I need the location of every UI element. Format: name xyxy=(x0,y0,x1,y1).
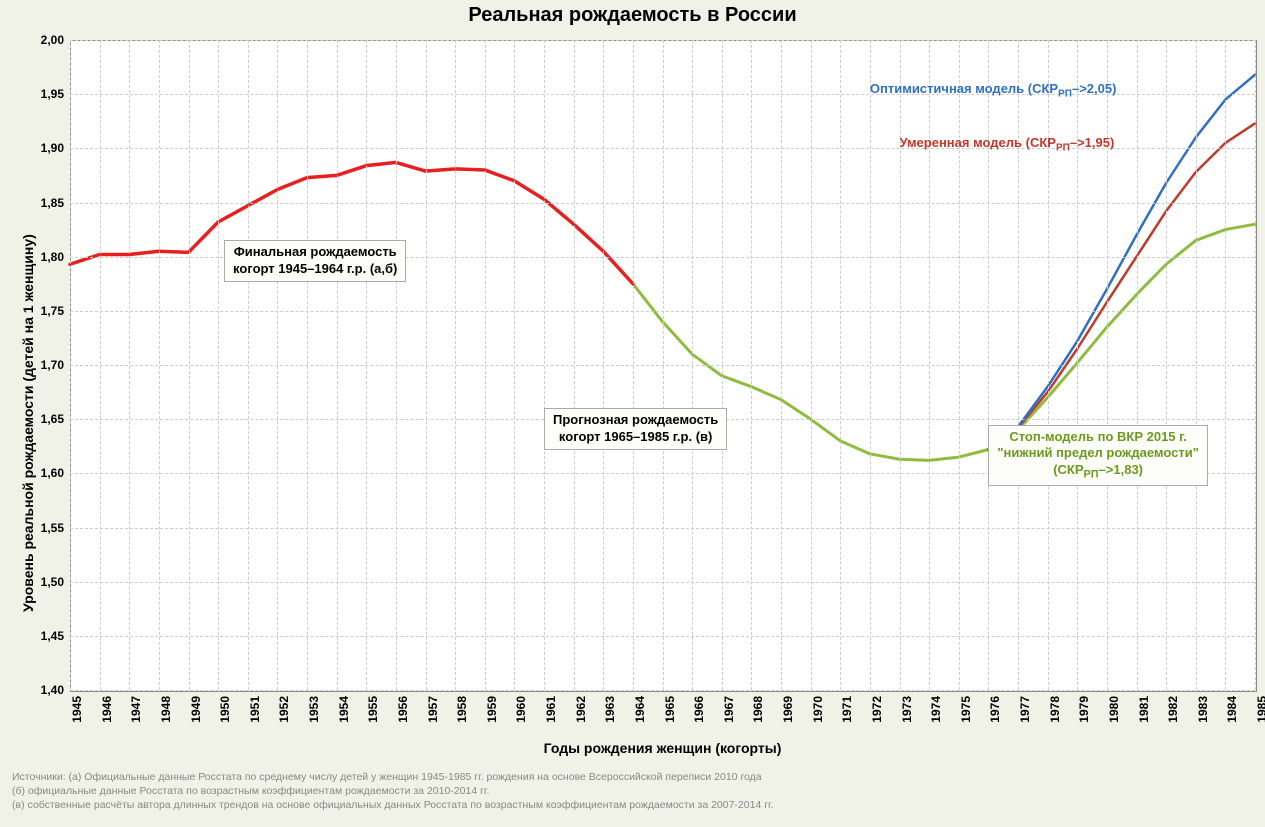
y-tick-label: 1,65 xyxy=(24,412,64,426)
chart-container: Реальная рождаемость в России Уровень ре… xyxy=(0,0,1265,827)
gridline-v xyxy=(692,40,693,690)
gridline-v xyxy=(70,40,71,690)
gridline-v xyxy=(337,40,338,690)
x-tick-label: 1952 xyxy=(277,696,291,736)
gridline-v xyxy=(811,40,812,690)
x-tick-label: 1959 xyxy=(485,696,499,736)
x-tick-label: 1975 xyxy=(959,696,973,736)
gridline-v xyxy=(100,40,101,690)
gridline-v xyxy=(455,40,456,690)
gridline-v xyxy=(870,40,871,690)
x-tick-label: 1960 xyxy=(514,696,528,736)
gridline-v xyxy=(129,40,130,690)
y-tick-label: 1,85 xyxy=(24,196,64,210)
gridline-v xyxy=(663,40,664,690)
gridline-v xyxy=(1225,40,1226,690)
annotation-stop: Стоп-модель по ВКР 2015 г."нижний предел… xyxy=(988,425,1207,486)
x-tick-label: 1956 xyxy=(396,696,410,736)
x-tick-label: 1985 xyxy=(1255,696,1265,736)
y-tick-label: 1,95 xyxy=(24,87,64,101)
x-tick-label: 1971 xyxy=(840,696,854,736)
gridline-v xyxy=(159,40,160,690)
x-tick-label: 1976 xyxy=(988,696,1002,736)
series-optimistic xyxy=(988,75,1255,450)
x-tick-label: 1953 xyxy=(307,696,321,736)
gridline-v xyxy=(1137,40,1138,690)
gridline-v xyxy=(426,40,427,690)
gridline-v xyxy=(218,40,219,690)
x-tick-label: 1982 xyxy=(1166,696,1180,736)
gridline-v xyxy=(485,40,486,690)
x-axis-label: Годы рождения женщин (когорты) xyxy=(70,740,1255,756)
x-tick-label: 1970 xyxy=(811,696,825,736)
gridline-v xyxy=(751,40,752,690)
gridline-v xyxy=(603,40,604,690)
y-tick-label: 1,70 xyxy=(24,358,64,372)
x-tick-label: 1962 xyxy=(574,696,588,736)
gridline-v xyxy=(1166,40,1167,690)
x-tick-label: 1974 xyxy=(929,696,943,736)
x-tick-label: 1979 xyxy=(1077,696,1091,736)
gridline-v xyxy=(781,40,782,690)
x-tick-label: 1981 xyxy=(1137,696,1151,736)
x-tick-label: 1957 xyxy=(426,696,440,736)
y-tick-label: 1,60 xyxy=(24,466,64,480)
y-tick-label: 1,75 xyxy=(24,304,64,318)
gridline-v xyxy=(574,40,575,690)
x-tick-label: 1958 xyxy=(455,696,469,736)
y-tick-label: 1,90 xyxy=(24,141,64,155)
y-tick-label: 2,00 xyxy=(24,33,64,47)
y-tick-label: 1,45 xyxy=(24,629,64,643)
x-tick-label: 1973 xyxy=(900,696,914,736)
gridline-v xyxy=(307,40,308,690)
x-tick-label: 1945 xyxy=(70,696,84,736)
x-tick-label: 1983 xyxy=(1196,696,1210,736)
gridline-v xyxy=(633,40,634,690)
series-moderate xyxy=(988,123,1255,449)
x-tick-label: 1984 xyxy=(1225,696,1239,736)
x-tick-label: 1947 xyxy=(129,696,143,736)
gridline-v xyxy=(366,40,367,690)
x-tick-label: 1966 xyxy=(692,696,706,736)
x-tick-label: 1977 xyxy=(1018,696,1032,736)
x-tick-label: 1950 xyxy=(218,696,232,736)
source-footer: Источники: (а) Официальные данные Росста… xyxy=(12,770,774,813)
x-tick-label: 1961 xyxy=(544,696,558,736)
x-tick-label: 1969 xyxy=(781,696,795,736)
y-tick-label: 1,50 xyxy=(24,575,64,589)
y-tick-label: 1,55 xyxy=(24,521,64,535)
x-tick-label: 1972 xyxy=(870,696,884,736)
gridline-v xyxy=(277,40,278,690)
gridline-v xyxy=(840,40,841,690)
gridline-v xyxy=(248,40,249,690)
label-moderate: Умеренная модель (СКРРП–>1,95) xyxy=(900,135,1115,154)
x-tick-label: 1980 xyxy=(1107,696,1121,736)
x-tick-label: 1955 xyxy=(366,696,380,736)
x-tick-label: 1946 xyxy=(100,696,114,736)
x-tick-label: 1963 xyxy=(603,696,617,736)
x-tick-label: 1964 xyxy=(633,696,647,736)
gridline-v xyxy=(1255,40,1256,690)
annotation-forecast: Прогнозная рождаемостькогорт 1965–1985 г… xyxy=(544,408,727,450)
annotation-final: Финальная рождаемостькогорт 1945–1964 г.… xyxy=(224,240,406,282)
x-tick-label: 1967 xyxy=(722,696,736,736)
x-tick-label: 1954 xyxy=(337,696,351,736)
y-tick-label: 1,40 xyxy=(24,683,64,697)
x-tick-label: 1949 xyxy=(189,696,203,736)
y-tick-label: 1,80 xyxy=(24,250,64,264)
x-tick-label: 1965 xyxy=(663,696,677,736)
gridline-v xyxy=(189,40,190,690)
gridline-v xyxy=(396,40,397,690)
gridline-v xyxy=(544,40,545,690)
x-tick-label: 1948 xyxy=(159,696,173,736)
x-tick-label: 1951 xyxy=(248,696,262,736)
gridline-h xyxy=(70,690,1255,691)
label-optimistic: Оптимистичная модель (СКРРП–>2,05) xyxy=(870,81,1117,100)
gridline-v xyxy=(722,40,723,690)
x-tick-label: 1968 xyxy=(751,696,765,736)
x-tick-label: 1978 xyxy=(1048,696,1062,736)
gridline-v xyxy=(1196,40,1197,690)
gridline-v xyxy=(514,40,515,690)
